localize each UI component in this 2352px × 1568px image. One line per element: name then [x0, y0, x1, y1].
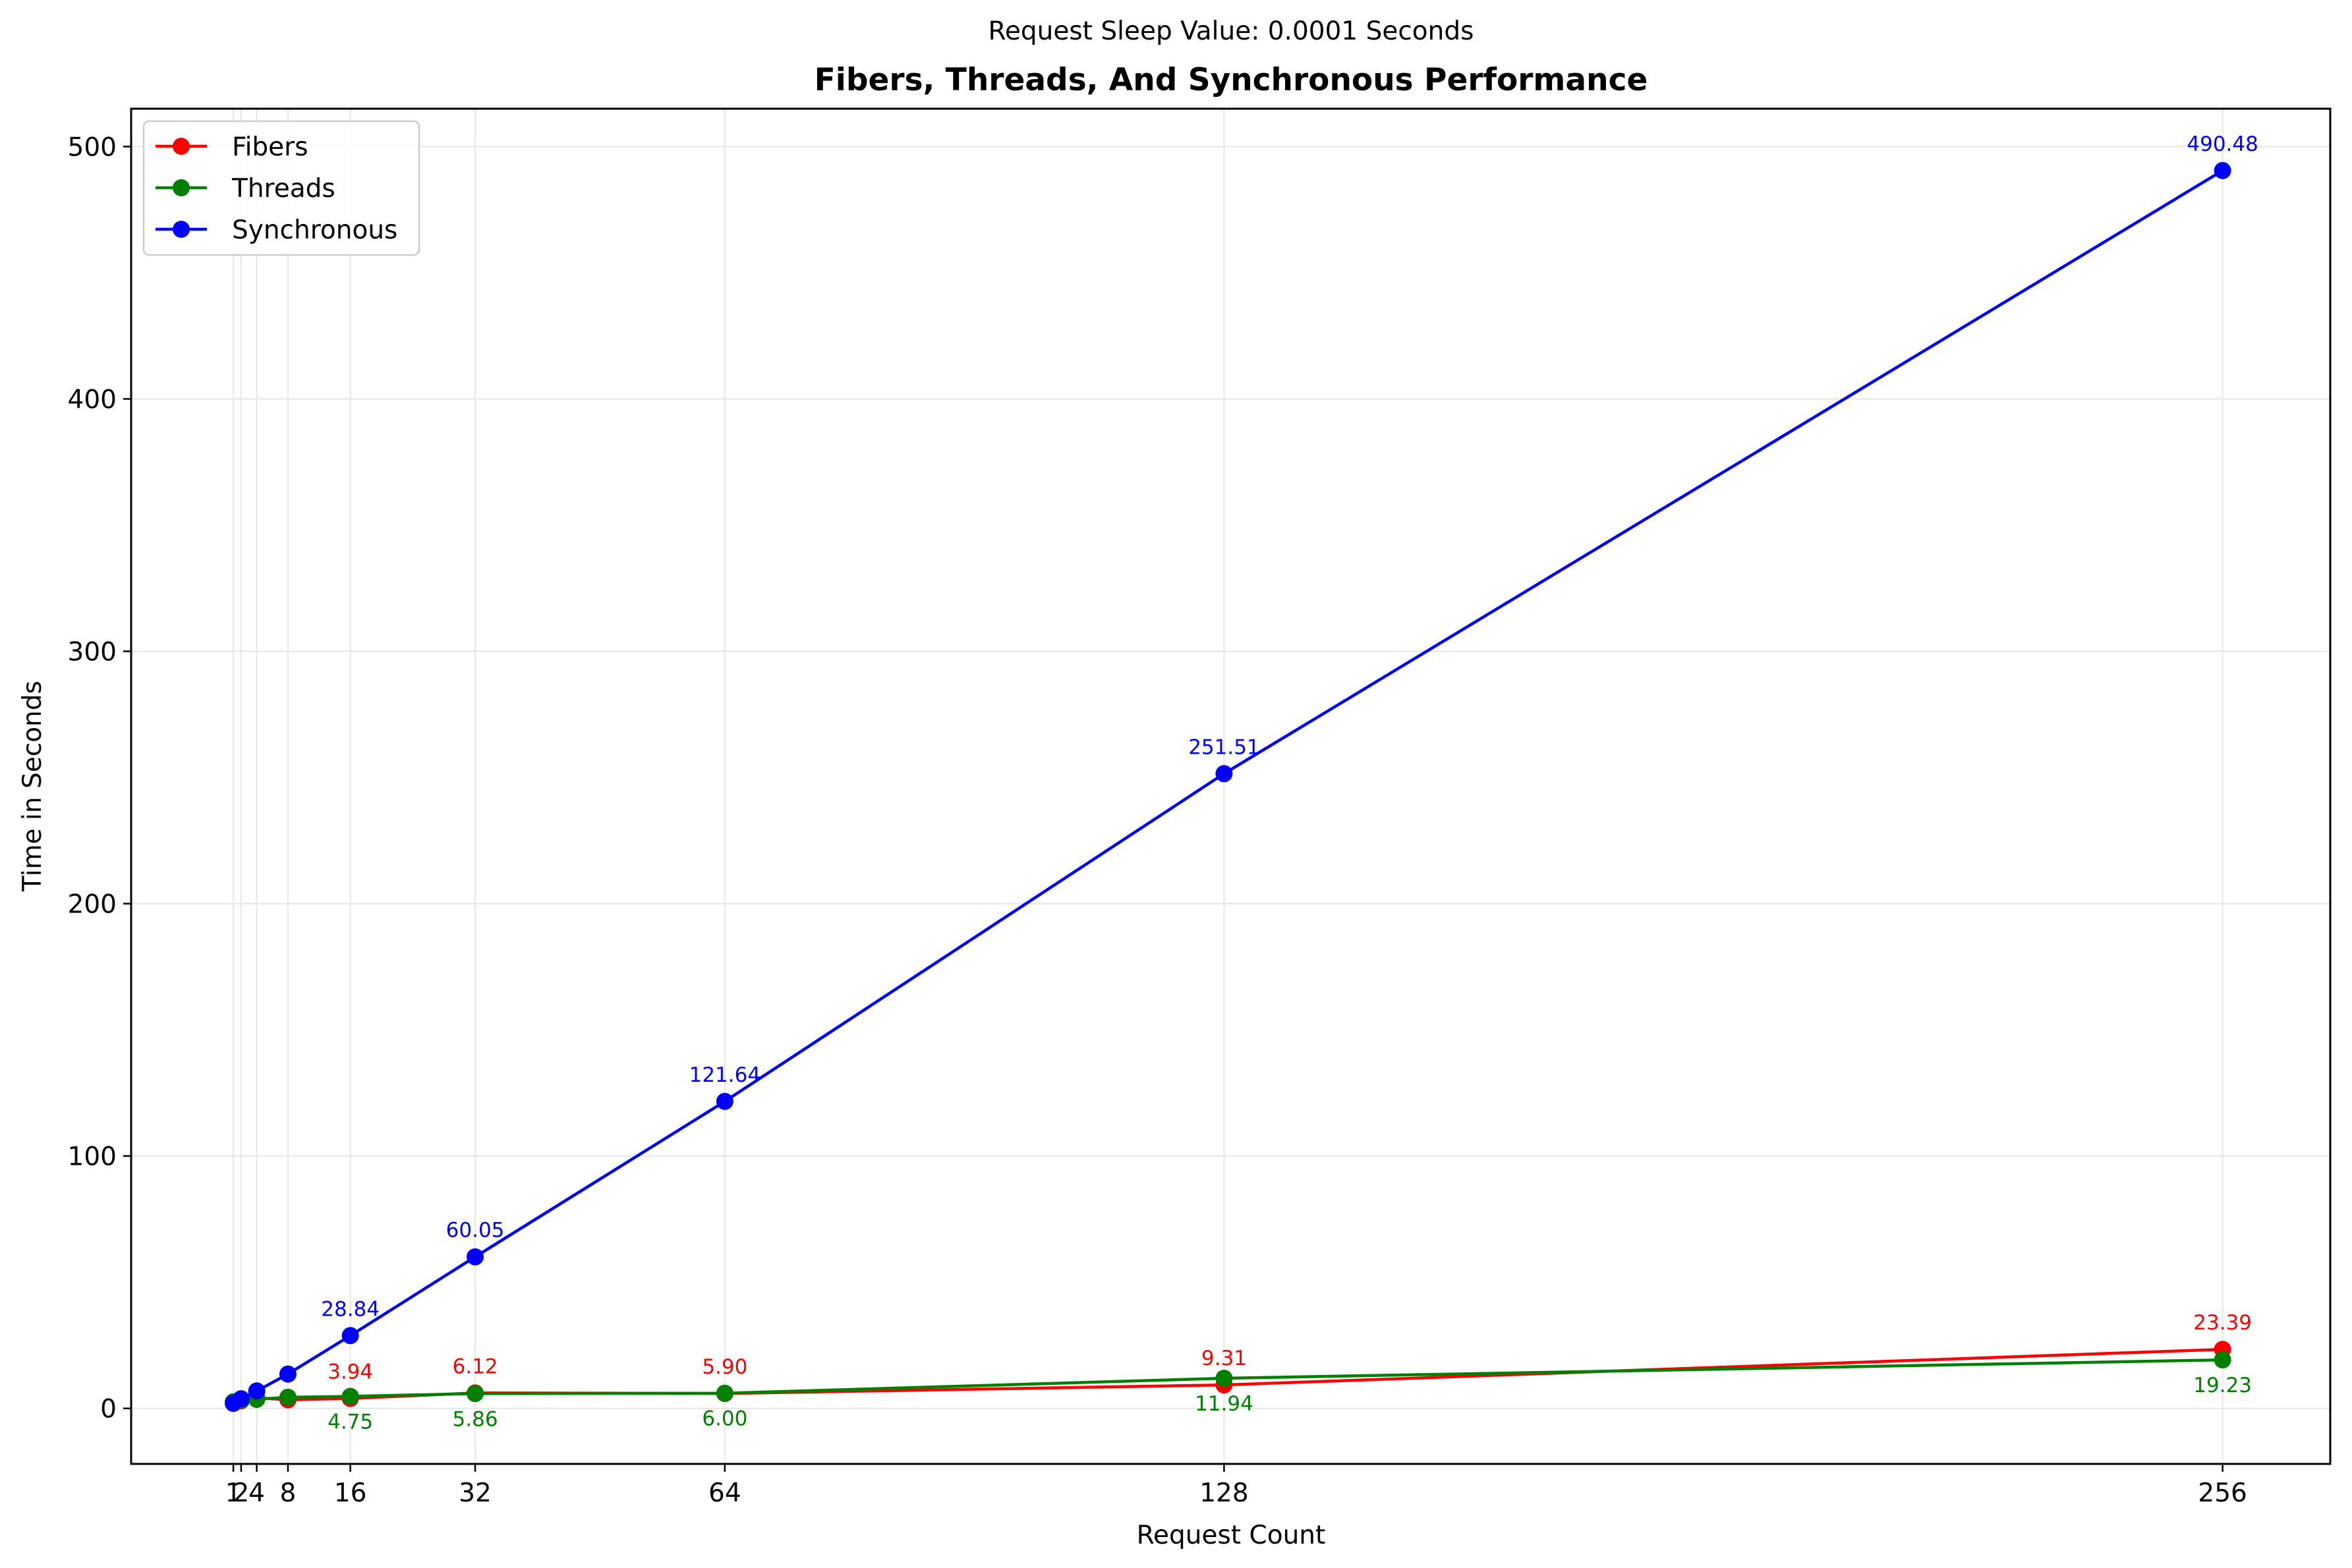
y-tick-label: 200 — [68, 890, 117, 920]
fibers-legend-label: Fibers — [232, 132, 308, 162]
synchronous-legend-marker — [173, 221, 190, 238]
grid — [131, 109, 2330, 1464]
threads-data-point — [279, 1388, 297, 1406]
threads-legend-label: Threads — [231, 174, 335, 204]
y-tick-label: 0 — [100, 1395, 117, 1424]
threads-data-point — [467, 1385, 484, 1403]
synchronous-data-point — [1215, 765, 1233, 783]
synchronous-data-label: 121.64 — [689, 1063, 760, 1087]
axis-ticks: 124 8 16 32 64 128 256 0 100 200 300 400 500 — [68, 132, 2247, 1508]
x-tick-label: 32 — [459, 1478, 492, 1508]
threads-data-point — [341, 1387, 359, 1405]
plot-frame — [130, 107, 2332, 1465]
legend: Fibers Threads Synchronous — [142, 120, 420, 256]
fibers-data-label: 3.94 — [328, 1360, 373, 1384]
y-tick-label: 300 — [68, 638, 117, 667]
fibers-data-label: 23.39 — [2193, 1311, 2252, 1335]
threads-data-point — [716, 1384, 733, 1402]
threads-data-label: 5.86 — [453, 1407, 498, 1431]
fibers-data-label: 5.90 — [702, 1355, 747, 1379]
synchronous-data-label: 60.05 — [446, 1219, 505, 1243]
synchronous-data-point — [716, 1092, 733, 1110]
chart-title: Fibers, Threads, And Synchronous Perform… — [815, 62, 1648, 98]
legend-entries: Fibers Threads Synchronous — [156, 132, 397, 245]
synchronous-data-label: 28.84 — [321, 1297, 380, 1321]
chart-suptitle: Request Sleep Value: 0.0001 Seconds — [989, 16, 1474, 46]
synchronous-data-point — [279, 1365, 297, 1383]
fibers-data-label: 6.12 — [453, 1355, 498, 1378]
threads-legend-marker — [173, 179, 190, 196]
data-labels: 3.94 6.12 5.90 9.31 23.39 4.75 5.86 6.00 11.94 19… — [321, 132, 2258, 1434]
x-axis-label: Request Count — [1137, 1521, 1326, 1550]
threads-data-label: 6.00 — [702, 1407, 747, 1431]
x-tick-label: 64 — [708, 1478, 741, 1508]
synchronous-legend-label: Synchronous — [232, 215, 397, 245]
synchronous-data-label: 490.48 — [2187, 132, 2258, 156]
synchronous-data-point — [232, 1390, 250, 1408]
synchronous-data-point — [248, 1382, 266, 1400]
x-tick-label: 2 — [233, 1478, 249, 1508]
synchronous-data-point — [467, 1248, 484, 1266]
fibers-data-label: 9.31 — [1201, 1347, 1247, 1370]
y-tick-label: 400 — [68, 385, 117, 415]
fibers-legend-marker — [173, 138, 190, 155]
legend-box — [142, 120, 420, 256]
synchronous-data-point — [341, 1327, 359, 1345]
x-tick-label: 16 — [334, 1478, 367, 1508]
x-tick-label: 8 — [280, 1478, 297, 1508]
y-tick-label: 100 — [68, 1142, 117, 1172]
series-lines — [225, 161, 2231, 1413]
threads-data-label: 11.94 — [1195, 1392, 1253, 1416]
y-tick-label: 500 — [68, 132, 117, 162]
y-axis-label: Time in Seconds — [18, 681, 47, 892]
x-tick-label: 1 — [225, 1478, 242, 1508]
synchronous-data-label: 251.51 — [1188, 735, 1259, 759]
threads-data-label: 19.23 — [2193, 1374, 2252, 1397]
x-tick-label: 128 — [1199, 1478, 1248, 1508]
synchronous-data-point — [2214, 161, 2231, 179]
threads-data-label: 4.75 — [328, 1411, 373, 1434]
x-tick-label: 256 — [2198, 1478, 2247, 1508]
threads-data-point — [2214, 1351, 2231, 1369]
x-tick-label: 4 — [248, 1478, 265, 1508]
threads-data-point — [1215, 1369, 1233, 1387]
